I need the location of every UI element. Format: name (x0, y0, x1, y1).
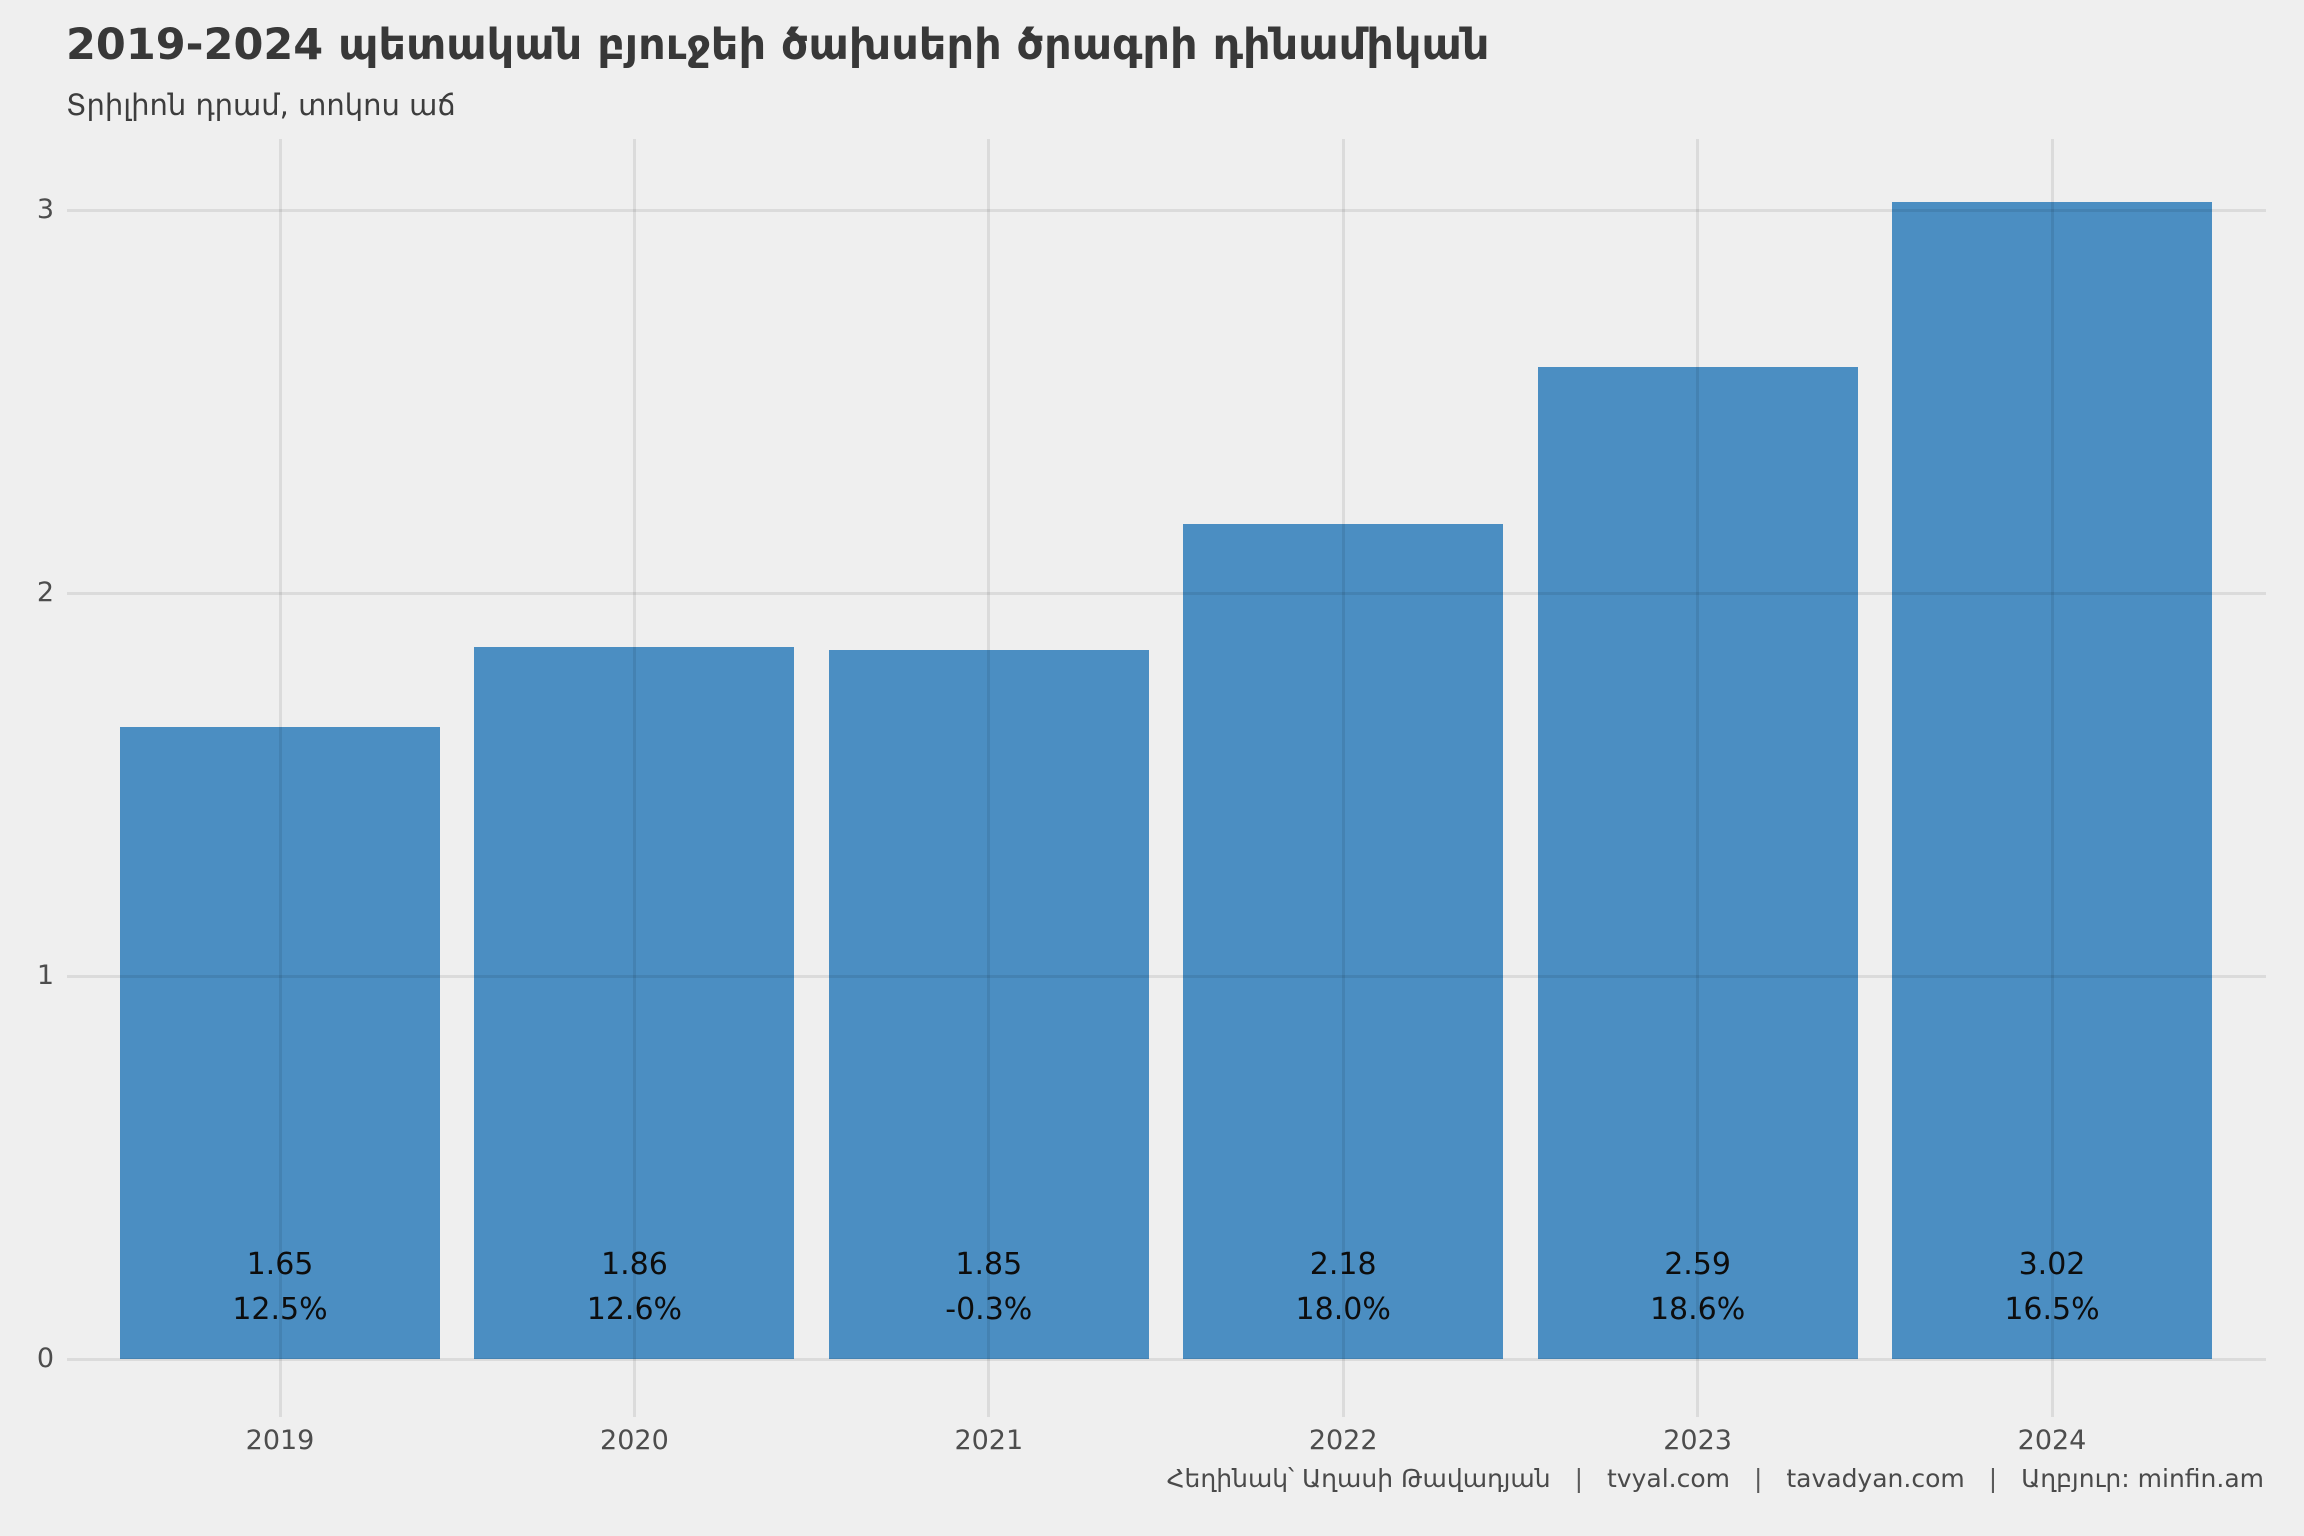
chart-subtitle: Տրիլիոն դրամ, տոկոս աճ (66, 88, 456, 122)
x-axis-tick-2022: 2022 (1308, 1425, 1378, 1456)
y-gridline-0 (67, 1357, 2266, 1361)
bar-growth-label-2024: 16.5% (2004, 1292, 2100, 1327)
chart-footer: Հեղինակ՝ Աղասի Թավադյան | tvyal.com | ta… (1167, 1464, 2264, 1493)
y-gridline-3 (67, 208, 2266, 212)
y-axis-tick-2: 2 (36, 577, 54, 608)
y-gridline-2 (67, 591, 2266, 595)
bar-2023 (1537, 367, 1858, 1359)
x-gridline-2020 (632, 139, 636, 1417)
x-axis-tick-2021: 2021 (954, 1425, 1024, 1456)
bar-value-label-2023: 2.59 (1664, 1247, 1731, 1282)
footer-separator: | (1753, 1464, 1763, 1493)
footer-author: Հեղինակ՝ Աղասի Թավադյան (1166, 1464, 1551, 1493)
bar-growth-label-2022: 18.0% (1295, 1292, 1391, 1327)
bar-value-label-2022: 2.18 (1309, 1247, 1377, 1282)
x-gridline-2021 (987, 139, 991, 1417)
x-gridline-2019 (278, 139, 282, 1417)
bar-growth-label-2023: 18.6% (1649, 1292, 1746, 1327)
x-axis-tick-2019: 2019 (245, 1425, 315, 1456)
x-axis-tick-2023: 2023 (1663, 1425, 1732, 1456)
x-gridline-2023 (1696, 139, 1700, 1417)
bar-value-label-2020: 1.86 (600, 1247, 668, 1282)
y-gridline-1 (67, 974, 2266, 978)
bar-value-label-2024: 3.02 (2018, 1247, 2086, 1282)
chart-title: 2019-2024 պետական բյուջեի ծախսերի ծրագրի… (66, 20, 1490, 70)
y-axis-tick-1: 1 (36, 960, 54, 991)
footer-separator: | (1574, 1464, 1584, 1493)
x-gridline-2024 (2050, 139, 2054, 1417)
bar-growth-label-2019: 12.5% (232, 1292, 328, 1327)
bar-value-label-2021: 1.85 (955, 1247, 1023, 1282)
bar-2022 (1183, 524, 1504, 1359)
bar-value-label-2019: 1.65 (246, 1247, 314, 1282)
bar-2021 (828, 650, 1149, 1359)
x-axis-tick-2024: 2024 (2017, 1425, 2087, 1456)
bar-2019 (120, 727, 440, 1359)
x-gridline-2022 (1341, 139, 1345, 1417)
bar-2020 (474, 646, 795, 1359)
y-axis-tick-0: 0 (36, 1343, 54, 1374)
footer-site-tavadyan: tavadyan.com (1786, 1464, 1965, 1493)
bar-growth-label-2021: -0.3% (945, 1292, 1033, 1327)
footer-site-tvyal: tvyal.com (1606, 1464, 1730, 1493)
bar-growth-label-2020: 12.6% (586, 1292, 683, 1327)
y-axis-tick-3: 3 (36, 194, 54, 225)
footer-source: Աղբյուր: minfin.am (2021, 1464, 2264, 1493)
footer-separator: | (1988, 1464, 1998, 1493)
x-axis-tick-2020: 2020 (600, 1425, 669, 1456)
bar-2024 (1892, 202, 2212, 1359)
